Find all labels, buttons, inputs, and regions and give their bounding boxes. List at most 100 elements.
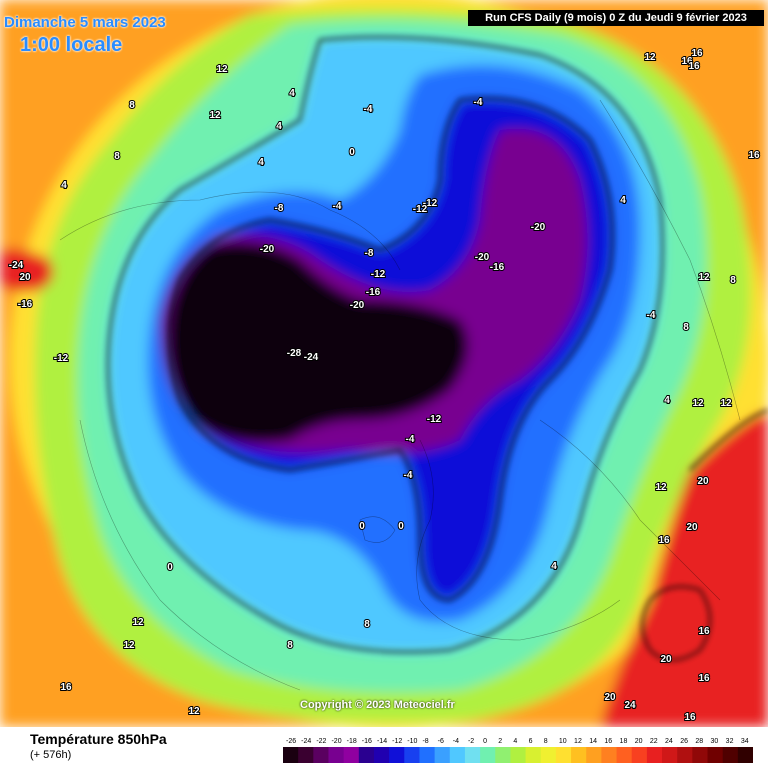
isotherm-label: 20 [604, 692, 616, 703]
legend-swatch [601, 747, 617, 763]
isotherm-label: -16 [366, 287, 381, 298]
isotherm-label: -12 [371, 269, 386, 280]
legend-tick-label: 22 [650, 738, 658, 745]
legend-tick-label: -8 [422, 738, 428, 745]
legend-tick-label: -20 [331, 738, 341, 745]
isotherm-label: -16 [18, 299, 33, 310]
legend-swatch [389, 747, 405, 763]
isotherm-label: -20 [531, 222, 546, 233]
legend-tick-label: 10 [559, 738, 567, 745]
legend-swatch [586, 747, 602, 763]
legend-tick-label: -26 [286, 738, 296, 745]
forecast-time: 1:00 locale [20, 34, 122, 57]
legend-tick-label: 24 [665, 738, 673, 745]
legend-swatch [738, 747, 753, 763]
isotherm-label: 16 [658, 535, 670, 546]
isotherm-label: -24 [304, 352, 319, 363]
isotherm-label: 16 [691, 48, 703, 59]
legend-tick-label: -22 [316, 738, 326, 745]
legend-tick-label: 6 [529, 738, 533, 745]
legend-tick-label: 4 [513, 738, 517, 745]
isotherm-label: 16 [684, 712, 696, 723]
legend-tick-label: 32 [726, 738, 734, 745]
isotherm-label: 4 [61, 180, 67, 191]
legend-swatch [708, 747, 724, 763]
isotherm-label: 20 [19, 272, 31, 283]
legend-swatch [495, 747, 511, 763]
legend-swatch [465, 747, 481, 763]
legend-tick-label: 14 [589, 738, 597, 745]
isotherm-label: 12 [209, 110, 221, 121]
isotherm-label: 0 [167, 562, 173, 573]
legend-swatch [662, 747, 678, 763]
legend-swatch [404, 747, 420, 763]
legend-tick-label: 12 [574, 738, 582, 745]
legend-swatch [313, 747, 329, 763]
isotherm-label: 16 [698, 673, 710, 684]
isotherm-label: 12 [188, 706, 200, 717]
legend-tick-label: 28 [695, 738, 703, 745]
legend-tick-label: 34 [741, 738, 749, 745]
isotherm-label: -24 [9, 260, 24, 271]
legend-swatch [419, 747, 435, 763]
legend-swatch [283, 747, 299, 763]
legend-tick-label: 20 [635, 738, 643, 745]
isotherm-label: 12 [644, 52, 656, 63]
legend-swatch [328, 747, 344, 763]
isotherm-label: -16 [490, 262, 505, 273]
isotherm-label: 24 [624, 700, 636, 711]
isotherm-label: -20 [475, 252, 490, 263]
isotherm-label: 4 [664, 395, 670, 406]
legend-tick-label: -2 [468, 738, 474, 745]
copyright-text: Copyright © 2023 Meteociel.fr [300, 699, 455, 711]
isotherm-label: 12 [655, 482, 667, 493]
isotherm-label: 8 [129, 100, 135, 111]
legend-swatch [723, 747, 739, 763]
legend-tick-label: 26 [680, 738, 688, 745]
legend-swatch [359, 747, 375, 763]
legend-tick-label: -10 [407, 738, 417, 745]
isotherm-label: -20 [260, 244, 275, 255]
isotherm-label: -4 [647, 310, 656, 321]
legend-swatch [480, 747, 496, 763]
isotherm-label: 8 [364, 619, 370, 630]
legend-tick-label: -18 [347, 738, 357, 745]
isotherm-label: 8 [730, 275, 736, 286]
legend-tick-label: 30 [711, 738, 719, 745]
isotherm-label: 8 [114, 151, 120, 162]
legend-tick-label: 18 [620, 738, 628, 745]
isotherm-label: -8 [275, 203, 284, 214]
isotherm-label: 16 [688, 61, 700, 72]
isotherm-label: -4 [406, 434, 415, 445]
legend-swatch [556, 747, 572, 763]
legend-tick-label: 16 [604, 738, 612, 745]
isotherm-label: -12 [413, 204, 428, 215]
legend-tick-label: -6 [438, 738, 444, 745]
isotherm-label: 20 [697, 476, 709, 487]
legend-swatch [374, 747, 390, 763]
isotherm-label: 8 [683, 322, 689, 333]
isotherm-label: 4 [289, 88, 295, 99]
legend-swatch [526, 747, 542, 763]
isotherm-label: 16 [748, 150, 760, 161]
isotherm-label: 12 [132, 617, 144, 628]
isotherm-label: -12 [54, 353, 69, 364]
variable-name: Température 850hPa [30, 731, 167, 747]
isotherm-label: 20 [686, 522, 698, 533]
legend-tick-label: -12 [392, 738, 402, 745]
isotherm-label: -8 [365, 248, 374, 259]
isotherm-label: 0 [398, 521, 404, 532]
legend-swatch [692, 747, 708, 763]
model-run-info: Run CFS Daily (9 mois) 0 Z du Jeudi 9 fé… [468, 10, 764, 26]
isotherm-label: 0 [349, 147, 355, 158]
isotherm-label: 12 [720, 398, 732, 409]
legend-swatch [298, 747, 314, 763]
legend-tick-label: 0 [483, 738, 487, 745]
legend-swatch [450, 747, 466, 763]
legend-swatch [647, 747, 663, 763]
isotherm-label: -4 [404, 470, 413, 481]
legend-tick-label: -24 [301, 738, 311, 745]
isotherm-label: -4 [333, 201, 342, 212]
isotherm-label: 16 [60, 682, 72, 693]
legend-swatch [541, 747, 557, 763]
